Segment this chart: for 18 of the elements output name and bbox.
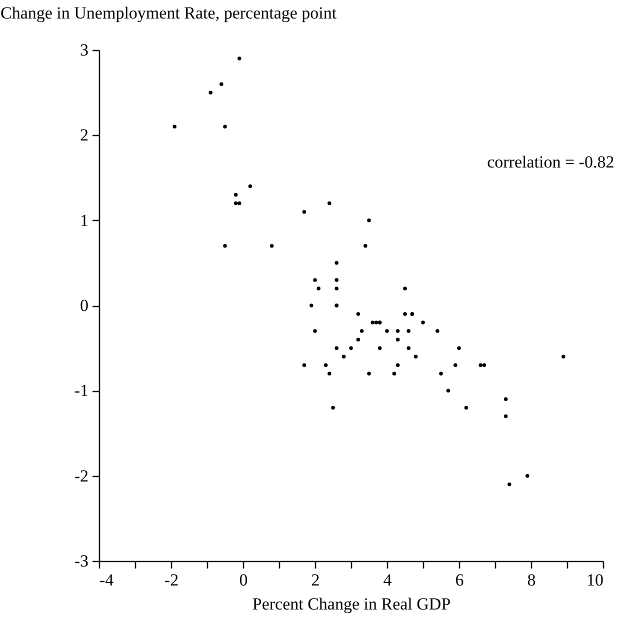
y-tick-label: -2 bbox=[74, 466, 88, 486]
y-tick-label: 0 bbox=[80, 296, 88, 315]
y-axis-title: Change in Unemployment Rate, percentage point bbox=[0, 4, 337, 22]
x-tick-label: 10 bbox=[586, 570, 604, 590]
y-tick-label: -1 bbox=[74, 381, 88, 400]
y-tick-label: 2 bbox=[80, 126, 88, 145]
y-tick-label: 3 bbox=[80, 40, 88, 60]
x-axis-title: Percent Change in Real GDP bbox=[252, 594, 451, 614]
y-tick-label: -3 bbox=[74, 552, 88, 570]
x-tick-label: 4 bbox=[383, 570, 392, 590]
y-tick-label: 1 bbox=[80, 210, 88, 230]
x-tick-label: 6 bbox=[455, 570, 464, 590]
x-tick-label: -4 bbox=[100, 570, 114, 590]
x-tick-label: -2 bbox=[164, 570, 179, 590]
x-tick-label: 8 bbox=[527, 570, 536, 590]
x-tick-label: 2 bbox=[311, 570, 320, 590]
x-tick-label: 0 bbox=[239, 570, 248, 590]
annotation: correlation = -0.82 bbox=[487, 152, 614, 172]
